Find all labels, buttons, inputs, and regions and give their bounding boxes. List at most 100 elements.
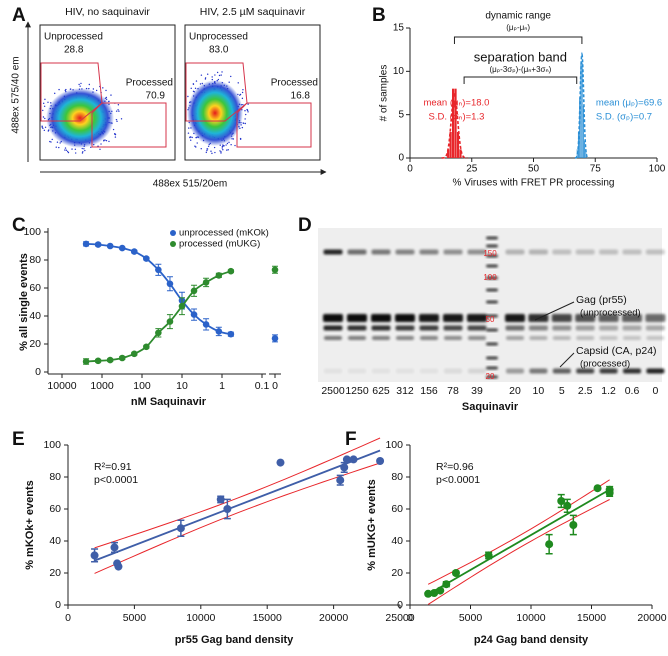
gate-label: Unprocessed bbox=[189, 32, 248, 43]
x-tick-label: 5000 bbox=[459, 612, 483, 624]
control-point bbox=[271, 335, 279, 342]
event-dot bbox=[42, 127, 44, 130]
ladder-label: 20 bbox=[486, 372, 495, 381]
panel-letter: E bbox=[12, 429, 25, 450]
event-dot bbox=[78, 83, 80, 86]
event-dot bbox=[220, 74, 222, 76]
gate-value: 28.8 bbox=[64, 45, 84, 56]
band bbox=[599, 336, 618, 340]
band bbox=[323, 249, 343, 255]
band bbox=[552, 325, 572, 331]
event-dot bbox=[232, 138, 235, 140]
event-dot bbox=[241, 126, 244, 129]
event-dot bbox=[191, 136, 193, 139]
fit-annotation: S.D. (σₚ)=0.7 bbox=[596, 112, 652, 123]
event-dot bbox=[230, 144, 232, 146]
event-dot bbox=[41, 125, 43, 127]
band bbox=[646, 368, 665, 374]
data-point bbox=[130, 350, 138, 358]
lane-label: 625 bbox=[372, 385, 390, 397]
band bbox=[420, 336, 438, 340]
band bbox=[444, 336, 462, 340]
event-dot bbox=[211, 78, 213, 81]
data-point bbox=[484, 551, 493, 560]
event-dot bbox=[65, 149, 68, 151]
data-point bbox=[215, 272, 223, 279]
y-tick-label: 80 bbox=[29, 254, 41, 266]
event-dot bbox=[95, 89, 98, 92]
event-dot bbox=[59, 142, 61, 144]
y-tick-label: 80 bbox=[49, 471, 61, 483]
band bbox=[505, 314, 525, 322]
data-point bbox=[340, 463, 349, 472]
event-dot bbox=[222, 149, 224, 151]
y-tick-label: 5 bbox=[398, 109, 404, 120]
data-point bbox=[130, 248, 138, 255]
band bbox=[486, 314, 498, 318]
y-tick-label: 0 bbox=[398, 153, 404, 164]
x-tick-label: 0 bbox=[407, 612, 413, 624]
band bbox=[324, 336, 342, 340]
histogram-bar bbox=[454, 88, 457, 158]
stat-label: R²=0.96 bbox=[436, 461, 474, 473]
event-dot bbox=[187, 132, 190, 134]
x-tick-label: 1000 bbox=[90, 380, 114, 392]
band bbox=[396, 368, 414, 374]
gate-processed bbox=[91, 102, 167, 148]
confidence-band bbox=[94, 462, 381, 574]
band bbox=[420, 368, 438, 374]
event-dot bbox=[244, 122, 247, 125]
blot-image bbox=[318, 228, 666, 382]
control-point bbox=[271, 266, 279, 274]
lane-label: 1250 bbox=[345, 385, 369, 397]
x-tick-label: 5000 bbox=[123, 612, 147, 624]
band bbox=[575, 249, 595, 255]
band bbox=[486, 356, 498, 360]
band bbox=[444, 368, 462, 374]
event-dot bbox=[66, 150, 69, 153]
event-dot bbox=[196, 142, 198, 144]
event-dot bbox=[195, 80, 198, 82]
legend-marker bbox=[170, 230, 176, 236]
band bbox=[372, 336, 390, 340]
confidence-band bbox=[427, 479, 610, 585]
event-dot bbox=[88, 83, 91, 86]
band bbox=[622, 325, 642, 331]
ladder-label: 100 bbox=[483, 273, 497, 282]
histogram-bar bbox=[580, 62, 582, 158]
gate-unprocessed bbox=[40, 62, 103, 122]
x-tick-label: 10000 bbox=[516, 612, 545, 624]
event-dot bbox=[210, 150, 212, 152]
band bbox=[552, 368, 571, 374]
band bbox=[323, 325, 343, 331]
y-tick-label: 40 bbox=[49, 535, 61, 547]
band bbox=[486, 342, 498, 346]
band-annotation-sub: (processed) bbox=[580, 359, 630, 370]
band bbox=[419, 325, 439, 331]
band bbox=[371, 325, 391, 331]
data-point bbox=[94, 357, 102, 365]
data-point bbox=[202, 279, 210, 286]
histogram-bar bbox=[582, 106, 584, 158]
band bbox=[486, 300, 498, 304]
fit-curve bbox=[86, 270, 232, 363]
gate-value: 16.8 bbox=[291, 91, 311, 102]
data-point bbox=[430, 589, 439, 597]
x-tick-label: 15000 bbox=[253, 612, 282, 624]
event-dot bbox=[192, 83, 195, 85]
histogram-bar bbox=[447, 149, 450, 158]
legend-marker bbox=[170, 241, 176, 247]
x-tick-label: 10000 bbox=[186, 612, 215, 624]
y-tick-label: 60 bbox=[391, 503, 403, 515]
band bbox=[467, 325, 487, 331]
data-point bbox=[215, 328, 223, 335]
data-point bbox=[605, 489, 614, 497]
event-dot bbox=[104, 139, 106, 141]
confidence-band bbox=[94, 437, 381, 549]
x-tick-label: 100 bbox=[649, 164, 666, 175]
gate-label: Processed bbox=[126, 78, 173, 89]
event-dot bbox=[47, 101, 49, 103]
band bbox=[443, 325, 463, 331]
band bbox=[486, 375, 498, 379]
